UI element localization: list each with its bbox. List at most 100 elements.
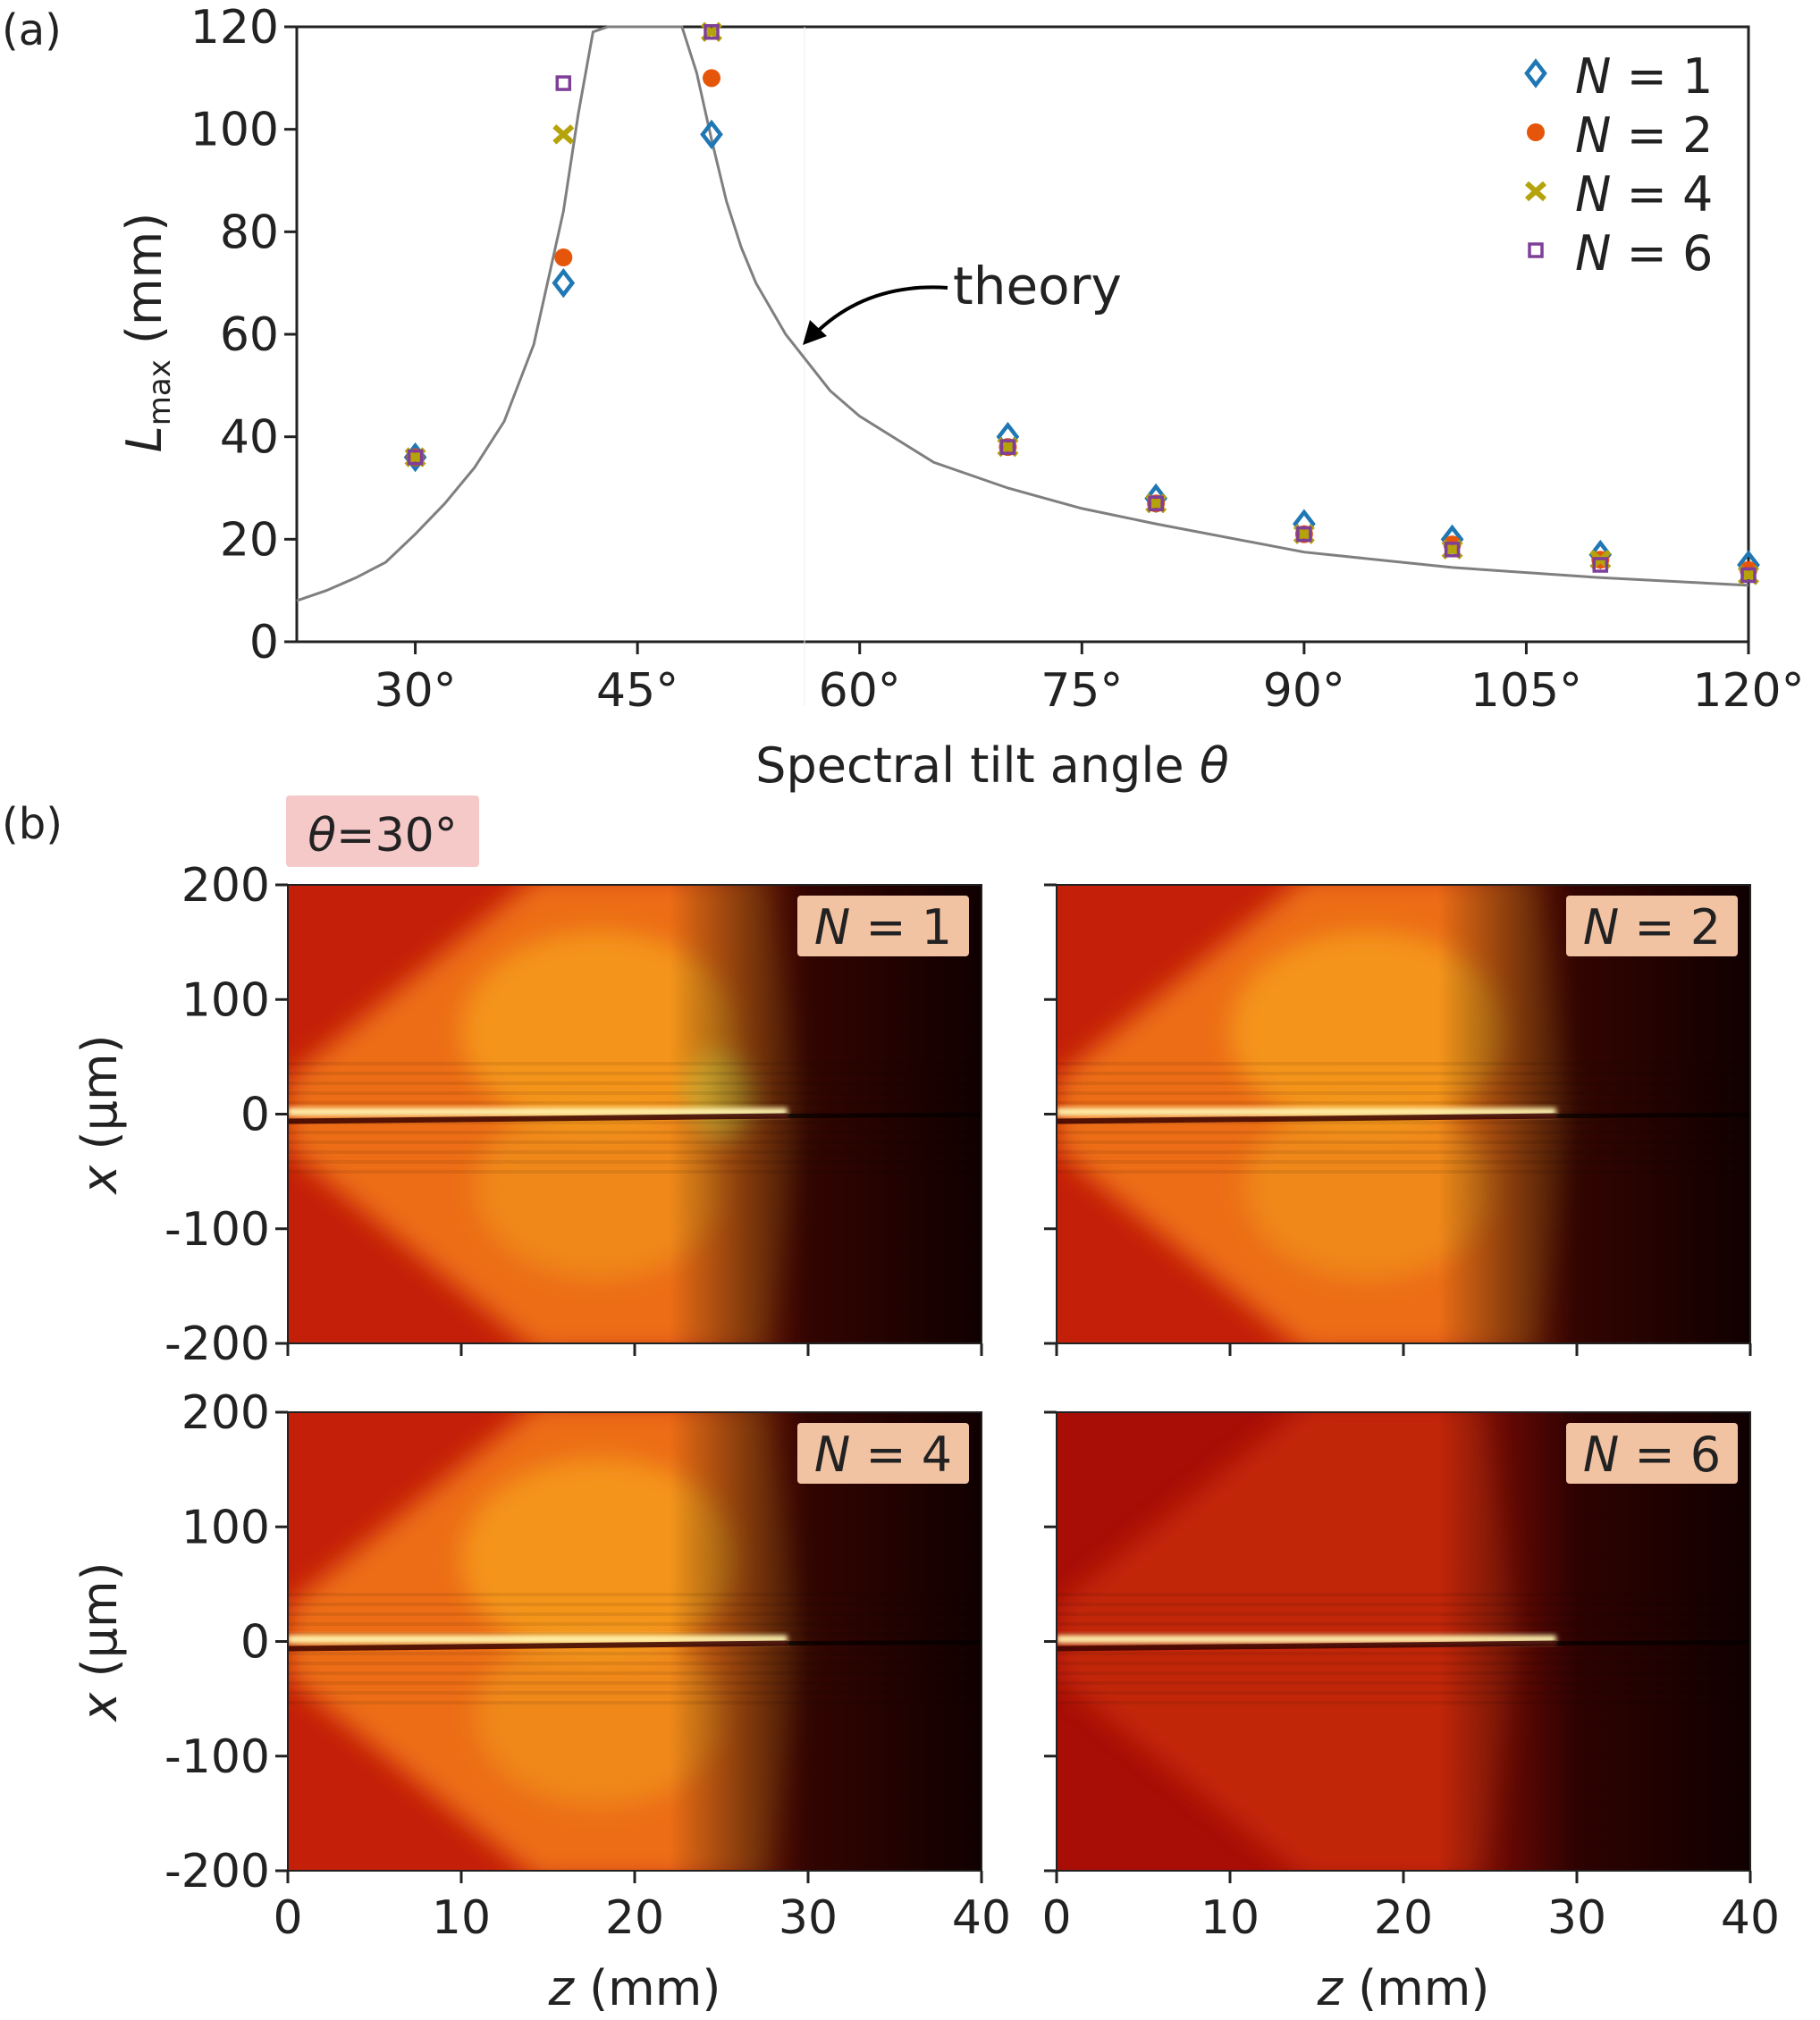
subplot-label-eq: = 6: [1619, 1427, 1721, 1483]
heatmap-image: [288, 1412, 982, 1871]
x-tick-label: 0: [1041, 1891, 1071, 1945]
data-point: [552, 267, 576, 299]
theta-badge-bg: [286, 795, 479, 867]
beam-bright-line: [288, 1107, 788, 1116]
x-tick-label: 120°: [1692, 664, 1804, 718]
beam-bright-line: [288, 1635, 788, 1644]
legend-label: N = 1: [1575, 48, 1713, 105]
legend-label: N = 4: [1575, 166, 1713, 223]
theory-arrowhead: [803, 320, 827, 345]
subplot-label-bg: [1566, 1423, 1738, 1484]
y-axis-title-var: L: [116, 425, 173, 452]
data-point: [1296, 526, 1312, 543]
heatmap-image: [1057, 885, 1750, 1343]
beam-dark-line: [1555, 1113, 1750, 1118]
y-tick-label: 0: [240, 1616, 270, 1670]
data-point: [1592, 557, 1609, 573]
y-axis-title-sub: max: [142, 359, 178, 425]
x-axis-title-var: z: [1317, 1960, 1344, 2016]
theory-annotation: theory: [953, 256, 1122, 316]
x-axis-title-var: θ: [1200, 737, 1229, 794]
subplot-label: N = 6: [1583, 1427, 1721, 1483]
legend-label-eq: = 6: [1611, 225, 1713, 282]
y-tick-label: 40: [220, 411, 279, 465]
y-tick-label: -200: [164, 1845, 270, 1898]
legend-label-eq: = 1: [1611, 48, 1713, 105]
beam-dark-line: [288, 1113, 788, 1124]
x-tick-label: 20: [605, 1891, 664, 1945]
data-point: [555, 75, 572, 91]
subplot-label: N = 4: [814, 1427, 952, 1483]
data-point: [552, 124, 575, 145]
y-tick-label: 200: [181, 859, 270, 913]
y-tick-label: 20: [220, 513, 279, 567]
x-axis-title: Spectral tilt angle θ: [755, 737, 1229, 794]
subplot-label-var: N: [1583, 899, 1619, 955]
legend-marker: [1528, 242, 1544, 258]
data-point: [1148, 495, 1164, 511]
y-axis-title: x (μm): [72, 1034, 128, 1195]
subplot-label-bg: [797, 1423, 969, 1484]
x-tick-label: 90°: [1263, 664, 1345, 718]
beam-dark-line: [1555, 1640, 1750, 1645]
data-point: [704, 23, 720, 40]
beam-bright-line: [1057, 1107, 1556, 1116]
y-axis-title-var: x: [72, 1692, 128, 1723]
theta-badge-var: θ: [308, 809, 336, 863]
x-tick-label: 20: [1374, 1891, 1433, 1945]
x-axis-title-var: z: [548, 1960, 576, 2016]
legend-marker: [1524, 58, 1547, 88]
legend-label-eq: = 4: [1611, 166, 1713, 223]
panel-b-label: (b): [2, 799, 63, 849]
legend-label-eq: = 2: [1611, 107, 1713, 164]
y-tick-label: 100: [181, 973, 270, 1027]
subplot-label-eq: = 4: [850, 1427, 952, 1483]
legend-label-var: N: [1575, 166, 1611, 223]
subplot-label-bg: [797, 896, 969, 956]
heatmap-panel: 0 10 20 30 40 N = 6 z (mm): [1041, 1410, 1780, 2016]
y-tick-label: 0: [249, 616, 279, 669]
legend: N = 1N = 2N = 4N = 6: [1524, 48, 1713, 282]
x-axis-title-text: Spectral tilt angle: [755, 737, 1200, 794]
x-tick-label: 30°: [374, 664, 456, 718]
data-point: [1444, 542, 1461, 558]
panel-a-label: (a): [2, 5, 62, 55]
y-tick-label: 0: [240, 1089, 270, 1142]
x-axis-title-unit: (mm): [574, 1960, 721, 2016]
heatmap-panel: 200 100 0 -100 -200 N = 1 x (μm): [72, 859, 983, 1371]
data-points: [403, 21, 1760, 585]
theory-arrow: [812, 285, 948, 337]
y-tick-label: -100: [164, 1730, 270, 1784]
legend-marker: [1527, 123, 1545, 141]
x-tick-label: 45°: [596, 664, 678, 718]
beam-dark-line: [787, 1113, 982, 1118]
subplot-label-bg: [1566, 896, 1738, 956]
y-axis-title-unit: (μm): [72, 1034, 128, 1165]
y-tick-label: -200: [164, 1317, 270, 1371]
x-axis: 30° 45° 60° 75° 90° 105° 120°: [374, 642, 1805, 718]
plot-a-frame: [295, 25, 1750, 644]
heatmap-panel: N = 2: [1044, 883, 1752, 1356]
y-axis-title-unit: (mm): [116, 213, 173, 360]
x-tick-label: 40: [952, 1891, 1011, 1945]
legend-label: N = 2: [1575, 107, 1713, 164]
x-tick-label: 10: [432, 1891, 491, 1945]
legend-marker: [1524, 181, 1547, 202]
subplot-label-eq: = 1: [850, 899, 952, 955]
subplot-label-eq: = 2: [1619, 899, 1721, 955]
legend-label-var: N: [1575, 107, 1611, 164]
data-point: [700, 119, 723, 150]
y-tick-label: 100: [190, 104, 279, 157]
theta-badge-text: θ=30°: [308, 809, 458, 863]
y-axis-title: Lmax (mm): [116, 213, 178, 453]
x-tick-label: 105°: [1470, 664, 1582, 718]
subplot-label-var: N: [814, 1427, 850, 1483]
heatmap-image: [1057, 1412, 1750, 1871]
data-point: [1740, 567, 1757, 584]
x-axis-title: z (mm): [1317, 1960, 1490, 2016]
x-tick-label: 60°: [819, 664, 901, 718]
theta-badge-value: =30°: [336, 809, 458, 863]
